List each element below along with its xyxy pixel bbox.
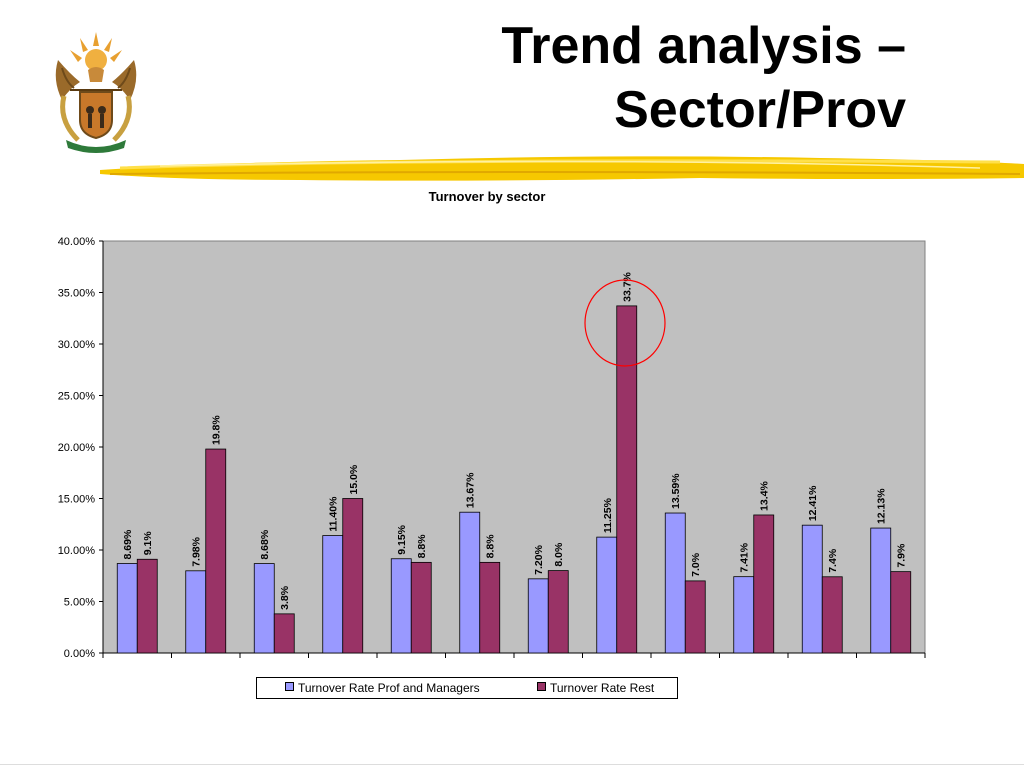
south-africa-coat-of-arms-icon bbox=[55, 32, 137, 153]
chart-title: Turnover by sector bbox=[429, 189, 546, 204]
legend-label-rest: Turnover Rate Rest bbox=[550, 681, 655, 695]
data-label-rest-9: 7.0% bbox=[690, 552, 702, 577]
bar-rest-9 bbox=[684, 580, 706, 654]
data-label-rest-5: 8.8% bbox=[416, 534, 428, 559]
data-label-prof-managers-9: 13.59% bbox=[670, 473, 682, 509]
bar-rest-4 bbox=[342, 498, 364, 654]
red-circle-highlight-icon bbox=[584, 279, 666, 367]
y-tick-label: 30.00% bbox=[58, 339, 96, 351]
bar-prof-managers-2 bbox=[185, 570, 207, 654]
y-tick-label: 5.00% bbox=[64, 597, 95, 609]
y-tick-label: 10.00% bbox=[58, 545, 96, 557]
y-tick-label: 25.00% bbox=[58, 391, 96, 403]
bar-prof-managers-12 bbox=[870, 527, 892, 654]
slide-title-line-2: Sector/Prov bbox=[614, 81, 906, 139]
x-axis bbox=[102, 652, 926, 658]
data-label-rest-12: 7.9% bbox=[896, 543, 908, 568]
data-label-prof-managers-8: 11.25% bbox=[602, 497, 614, 533]
data-label-prof-managers-10: 7.41% bbox=[739, 542, 751, 572]
bar-rest-1 bbox=[136, 558, 158, 654]
slide-title: Trend analysis – Sector/Prov bbox=[266, 14, 906, 142]
plot-background bbox=[102, 240, 926, 654]
data-label-prof-managers-11: 12.41% bbox=[807, 485, 819, 521]
data-label-rest-4: 15.0% bbox=[348, 464, 360, 494]
y-tick-label: 20.00% bbox=[58, 442, 96, 454]
y-tick-label: 40.00% bbox=[58, 236, 96, 248]
footer-divider bbox=[0, 764, 1024, 765]
bar-prof-managers-6 bbox=[459, 511, 481, 654]
y-tick-label: 35.00% bbox=[58, 288, 96, 300]
data-label-rest-3: 3.8% bbox=[279, 585, 291, 610]
bar-series bbox=[116, 305, 912, 654]
bar-prof-managers-3 bbox=[253, 563, 275, 654]
legend-swatch-prof-managers bbox=[285, 682, 294, 691]
bar-prof-managers-5 bbox=[390, 558, 412, 654]
data-label-rest-8: 33.7% bbox=[622, 271, 634, 301]
data-label-rest-1: 9.1% bbox=[142, 531, 154, 556]
bar-prof-managers-10 bbox=[733, 576, 755, 654]
data-labels: 8.69% 7.98% 8.68% 11.40% 9.15% 13.67% 7.20% 11.… bbox=[122, 271, 908, 609]
legend-item-prof-managers: Turnover Rate Prof and Managers bbox=[285, 681, 480, 695]
legend-item-rest: Turnover Rate Rest bbox=[537, 681, 654, 695]
bar-rest-11 bbox=[821, 576, 843, 654]
bar-prof-managers-8 bbox=[596, 536, 618, 654]
data-label-rest-6: 8.8% bbox=[485, 534, 497, 559]
legend-label-prof-managers: Turnover Rate Prof and Managers bbox=[298, 681, 480, 695]
bar-rest-7 bbox=[547, 570, 569, 654]
data-label-rest-7: 8.0% bbox=[553, 542, 565, 567]
legend-swatch-rest bbox=[537, 682, 546, 691]
data-label-prof-managers-6: 13.67% bbox=[465, 472, 477, 508]
bar-rest-10 bbox=[753, 514, 775, 654]
bar-rest-5 bbox=[410, 561, 432, 654]
data-label-prof-managers-3: 8.68% bbox=[259, 529, 271, 559]
data-label-prof-managers-1: 8.69% bbox=[122, 529, 134, 559]
bar-prof-managers-4 bbox=[322, 535, 344, 654]
data-label-prof-managers-12: 12.13% bbox=[876, 488, 888, 524]
bar-rest-8 bbox=[616, 305, 638, 654]
bar-rest-12 bbox=[890, 571, 912, 654]
y-tick-label: 15.00% bbox=[58, 494, 96, 506]
y-tick-label: 0.00% bbox=[64, 648, 95, 660]
data-label-prof-managers-5: 9.15% bbox=[396, 524, 408, 554]
y-axis: 0.00% 5.00% 10.00% 15.00% 20.00% 25.00% 30.00%… bbox=[58, 236, 104, 660]
yellow-brush-stroke-icon bbox=[100, 156, 1024, 181]
data-label-rest-10: 13.4% bbox=[759, 481, 771, 511]
turnover-chart: Turnover by sector 0.00% 5.00% 10.00% 15.00… bbox=[58, 189, 926, 660]
bar-prof-managers-1 bbox=[116, 563, 138, 654]
chart-legend: Turnover Rate Prof and Managers Turnover… bbox=[256, 677, 678, 699]
bar-prof-managers-7 bbox=[527, 578, 549, 654]
slide-title-line-1: Trend analysis – bbox=[501, 17, 906, 75]
bar-prof-managers-11 bbox=[801, 524, 823, 654]
data-label-prof-managers-7: 7.20% bbox=[533, 544, 545, 574]
data-label-rest-11: 7.4% bbox=[827, 548, 839, 573]
bar-rest-2 bbox=[205, 448, 227, 654]
bar-prof-managers-9 bbox=[664, 512, 686, 654]
data-label-rest-2: 19.8% bbox=[211, 415, 223, 445]
data-label-prof-managers-4: 11.40% bbox=[328, 496, 340, 532]
bar-rest-6 bbox=[479, 561, 501, 654]
data-label-prof-managers-2: 7.98% bbox=[191, 536, 203, 566]
bar-rest-3 bbox=[273, 613, 295, 654]
